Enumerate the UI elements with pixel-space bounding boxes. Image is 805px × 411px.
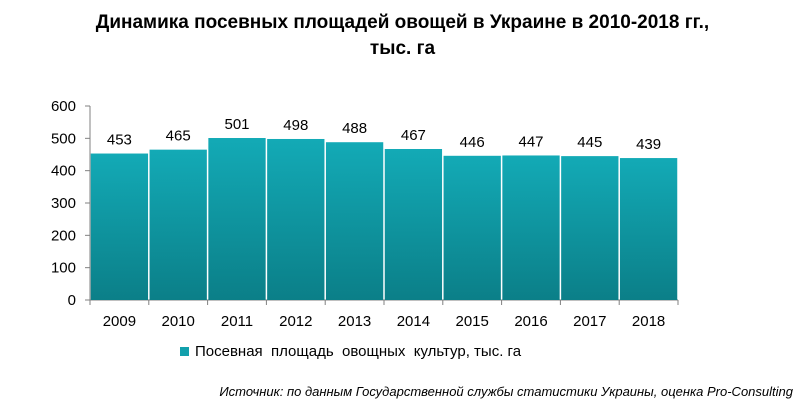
bar [325,142,384,300]
legend-label: Посевная площадь овощных культур, тыс. г… [195,343,522,360]
legend-swatch [180,347,189,356]
data-label: 453 [107,132,132,149]
data-label: 446 [460,134,485,151]
bar [149,149,207,300]
chart-title: Динамика посевных площадей овощей в Укра… [0,10,805,62]
data-label: 447 [518,133,543,150]
y-tick-label: 200 [51,227,76,244]
x-tick-label: 2014 [397,313,430,330]
data-label: 445 [577,134,602,151]
bar [443,155,501,300]
bar [384,149,443,300]
x-tick-label: 2011 [221,313,253,330]
bar [502,155,560,300]
bar [90,153,149,300]
x-tick-label: 2012 [279,313,312,330]
chart-title-line-1: Динамика посевных площадей овощей в Укра… [95,12,710,33]
data-label: 465 [166,128,191,145]
y-tick-label: 400 [51,163,76,180]
x-tick-label: 2016 [514,313,547,330]
x-tick-label: 2015 [456,313,489,330]
x-tick-label: 2010 [162,313,195,330]
y-tick-label: 500 [51,130,76,147]
bar [267,138,325,300]
bar [561,156,619,300]
bar [619,158,678,300]
bar [208,138,266,300]
x-tick-label: 2017 [573,313,606,330]
data-label: 488 [342,120,367,137]
data-label: 498 [283,117,308,134]
source-note: Источник: по данным Государственной служ… [219,384,793,399]
data-label: 501 [224,116,249,133]
bar-chart: 0 100 200 300 400 500 600 453 2009 465 2010 501 2011… [51,98,679,330]
y-tick-label: 0 [68,292,76,309]
chart-title-line-2: тыс. га [369,38,436,59]
y-tick-label: 100 [51,260,76,277]
y-tick-label: 600 [51,98,76,115]
legend: Посевная площадь овощных культур, тыс. г… [180,343,521,360]
x-tick-label: 2009 [103,313,136,330]
x-tick-label: 2018 [632,313,665,330]
data-label: 467 [401,127,426,144]
y-tick-label: 300 [51,195,76,212]
x-tick-label: 2013 [338,313,371,330]
data-label: 439 [636,136,661,153]
